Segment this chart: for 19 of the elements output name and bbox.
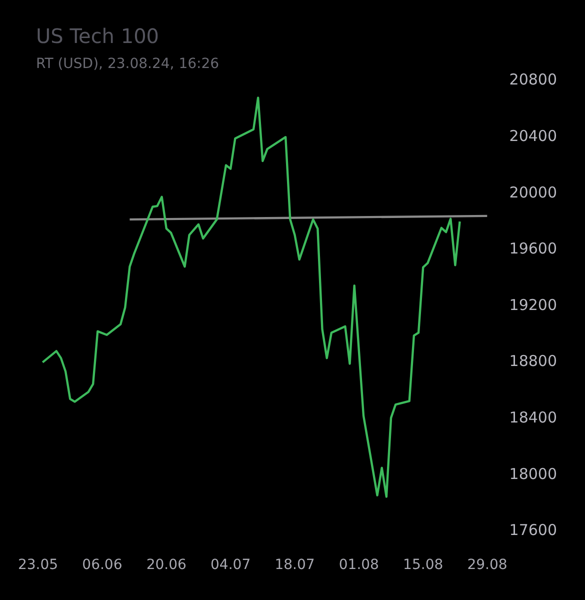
x-tick-label: 04.07	[210, 557, 251, 574]
x-tick-label: 20.06	[146, 557, 187, 574]
y-tick-label: 20400	[509, 126, 557, 145]
y-tick-label: 18400	[509, 408, 557, 426]
x-tick-label: 18.07	[274, 557, 315, 574]
chart-title: US Tech 100	[36, 24, 160, 48]
x-tick-label: 29.08	[467, 557, 508, 574]
y-tick-label: 18800	[509, 352, 557, 370]
y-tick-label: 19200	[509, 296, 557, 314]
y-tick-label: 19600	[509, 240, 557, 258]
x-tick-label: 06.06	[82, 557, 122, 574]
y-tick-label: 17600	[509, 521, 557, 540]
chart-subtitle: RT (USD), 23.08.24, 16:26	[36, 56, 220, 72]
y-tick-label: 20800	[509, 70, 557, 89]
x-tick-label: 23.05	[18, 557, 58, 574]
x-tick-label: 15.08	[403, 557, 444, 574]
y-tick-label: 20000	[509, 183, 557, 202]
x-tick-label: 01.08	[338, 557, 379, 574]
y-tick-label: 18000	[509, 464, 557, 483]
